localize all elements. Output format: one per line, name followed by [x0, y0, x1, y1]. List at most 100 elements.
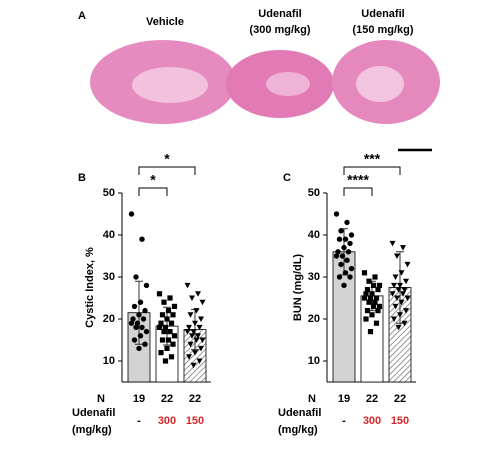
data-point — [134, 320, 141, 326]
significance: **** — [347, 172, 369, 188]
dose-label: 300 — [158, 415, 176, 427]
dose-title: Udenafil — [72, 407, 115, 419]
data-point — [171, 303, 178, 309]
data-point — [131, 303, 138, 310]
image-title: Udenafil — [258, 8, 301, 20]
data-point — [184, 282, 191, 289]
data-point — [348, 265, 355, 272]
significance: *** — [364, 151, 381, 167]
data-point — [369, 291, 375, 297]
data-point — [370, 282, 377, 288]
data-point — [372, 274, 378, 280]
data-point — [342, 270, 349, 276]
dose-title: (mg/kg) — [278, 424, 318, 436]
data-point — [128, 211, 135, 217]
data-point — [348, 232, 355, 238]
data-point — [139, 236, 145, 242]
data-point — [190, 362, 197, 369]
n-value: 22 — [394, 393, 406, 405]
data-point — [392, 274, 399, 280]
y-tick-label: 30 — [103, 271, 115, 283]
data-point — [192, 350, 198, 356]
n-value: 19 — [133, 393, 145, 405]
panel-label: A — [78, 10, 86, 22]
data-point — [198, 345, 204, 352]
y-tick-label: 30 — [308, 271, 320, 283]
data-point — [345, 249, 352, 255]
data-point — [199, 337, 206, 343]
data-point — [341, 282, 347, 289]
data-point — [375, 308, 381, 314]
data-point — [158, 320, 164, 326]
data-point — [364, 308, 371, 314]
data-point — [397, 282, 403, 289]
data-point — [167, 295, 173, 301]
data-point — [130, 316, 136, 322]
data-point — [136, 312, 142, 318]
data-point — [372, 299, 378, 305]
data-point — [168, 354, 175, 360]
data-point — [159, 312, 166, 318]
data-point — [370, 303, 377, 309]
n-value: 19 — [338, 393, 350, 405]
data-point — [136, 345, 142, 352]
dose-label: 150 — [391, 415, 409, 427]
data-point — [159, 337, 166, 343]
data-point — [164, 316, 170, 322]
data-point — [347, 274, 353, 280]
image-title: Vehicle — [146, 16, 184, 28]
data-point — [156, 291, 163, 297]
data-point — [186, 324, 192, 331]
dose-label: 150 — [186, 415, 204, 427]
data-point — [165, 337, 172, 343]
y-tick-label: 10 — [308, 355, 320, 367]
data-point — [336, 236, 343, 242]
data-point — [184, 329, 191, 335]
y-tick-label: 20 — [103, 313, 115, 325]
data-point — [400, 245, 406, 251]
data-point — [367, 295, 374, 301]
data-point — [133, 324, 139, 331]
data-point — [389, 291, 396, 297]
n-value: 22 — [161, 393, 173, 405]
data-point — [158, 350, 164, 356]
y-tick-label: 50 — [103, 187, 115, 199]
data-point — [162, 358, 169, 364]
data-point — [404, 261, 411, 268]
data-point — [193, 337, 200, 343]
comparison-bracket — [343, 166, 401, 175]
data-point — [142, 341, 148, 347]
data-point — [161, 329, 167, 335]
data-point — [143, 328, 150, 335]
data-point — [198, 316, 204, 322]
data-point — [187, 312, 194, 318]
data-point — [338, 228, 344, 234]
data-point — [164, 345, 170, 351]
panel-label: B — [78, 172, 86, 184]
n-label: N — [97, 393, 105, 405]
data-point — [156, 324, 163, 330]
kidney-pelvis — [356, 66, 404, 102]
data-point — [170, 312, 176, 318]
dose-label: - — [342, 415, 346, 427]
data-point — [168, 320, 175, 326]
data-point — [143, 282, 150, 289]
data-point — [401, 320, 408, 327]
data-point — [137, 333, 144, 339]
data-point — [361, 270, 368, 276]
data-point — [344, 257, 350, 263]
data-point — [341, 244, 347, 251]
image-title: Udenafil — [361, 8, 404, 20]
data-point — [366, 299, 372, 305]
data-point — [344, 219, 350, 226]
data-point — [142, 307, 148, 314]
data-point — [167, 329, 173, 335]
data-point — [333, 253, 340, 259]
y-tick-label: 10 — [103, 355, 115, 367]
data-point — [338, 261, 344, 268]
data-point — [196, 358, 203, 364]
y-axis-title: BUN (mg/dL) — [292, 254, 304, 322]
dose-title: (mg/kg) — [72, 424, 112, 436]
data-point — [367, 329, 374, 335]
